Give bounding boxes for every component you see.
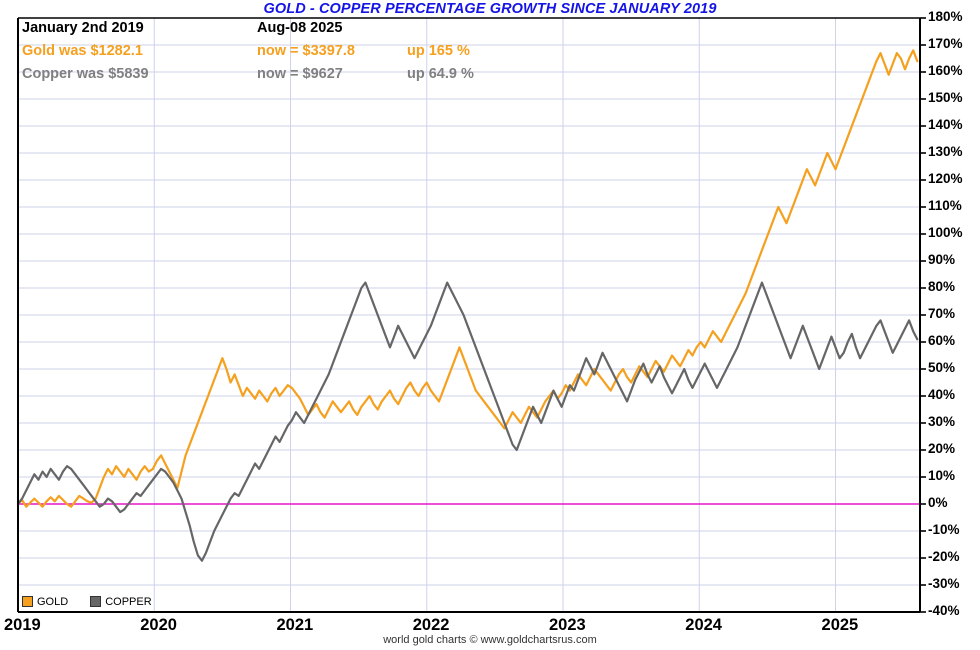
x-axis-tick-label: 2020 bbox=[140, 616, 177, 634]
y-axis-tick-label: 10% bbox=[928, 468, 956, 483]
y-axis-tick-label: 160% bbox=[928, 63, 963, 78]
y-axis-tick-label: -40% bbox=[928, 603, 960, 618]
x-axis-tick-label: 2024 bbox=[685, 616, 722, 634]
y-axis-tick-label: 80% bbox=[928, 279, 956, 294]
legend-swatch-icon bbox=[22, 596, 33, 607]
y-axis-tick-label: 150% bbox=[928, 90, 963, 105]
y-axis-tick-label: 70% bbox=[928, 306, 956, 321]
y-axis-tick-label: 50% bbox=[928, 360, 956, 375]
y-axis-tick-label: 180% bbox=[928, 9, 963, 24]
y-axis-tick-label: -20% bbox=[928, 549, 960, 564]
page-title: GOLD - COPPER PERCENTAGE GROWTH SINCE JA… bbox=[263, 1, 717, 17]
y-axis-tick-label: -30% bbox=[928, 576, 960, 591]
y-axis-tick-label: 0% bbox=[928, 495, 948, 510]
footer-credit: world gold charts © www.goldchartsrus.co… bbox=[383, 634, 597, 646]
legend-item-copper[interactable]: COPPER bbox=[90, 595, 152, 608]
y-axis-tick-label: 100% bbox=[928, 225, 963, 240]
y-axis-tick-label: 60% bbox=[928, 333, 956, 348]
y-axis-tick-label: 170% bbox=[928, 36, 963, 51]
x-axis-tick-label: 2023 bbox=[549, 616, 586, 634]
y-axis-tick-label: -10% bbox=[928, 522, 960, 537]
legend-label: GOLD bbox=[37, 595, 69, 608]
y-axis-tick-label: 120% bbox=[928, 171, 963, 186]
legend-swatch-icon bbox=[90, 596, 102, 607]
chart-legend: GOLD COPPER bbox=[22, 593, 174, 610]
legend-label: COPPER bbox=[105, 595, 152, 608]
legend-item-gold[interactable]: GOLD bbox=[22, 596, 68, 608]
x-axis-tick-label: 2021 bbox=[276, 616, 314, 634]
x-axis-tick-label: 2019 bbox=[4, 616, 41, 634]
y-axis-tick-label: 30% bbox=[928, 414, 956, 429]
y-axis-tick-label: 90% bbox=[928, 252, 956, 267]
x-axis-tick-label: 2022 bbox=[412, 616, 450, 634]
y-axis-tick-label: 130% bbox=[928, 144, 963, 159]
y-axis-tick-label: 140% bbox=[928, 117, 963, 132]
x-axis-tick-label: 2025 bbox=[821, 616, 859, 634]
y-axis-tick-label: 20% bbox=[928, 441, 956, 456]
y-axis-tick-label: 40% bbox=[928, 387, 956, 402]
y-axis-tick-label: 110% bbox=[928, 198, 962, 213]
